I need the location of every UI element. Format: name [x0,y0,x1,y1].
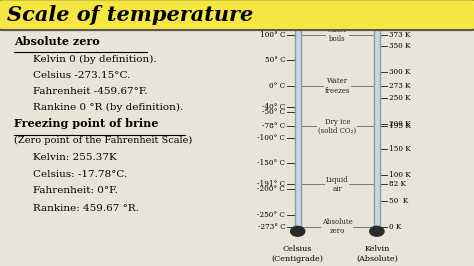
Text: 300 K: 300 K [389,68,410,76]
Text: Kelvin 0 (by definition).: Kelvin 0 (by definition). [33,55,157,64]
Text: Scale of temperature: Scale of temperature [7,5,254,25]
Text: 0 K: 0 K [389,223,401,231]
Bar [374,28,380,226]
Text: Absolute
zero: Absolute zero [322,218,353,235]
Text: 50° C: 50° C [264,56,285,64]
Text: 373 K: 373 K [389,31,410,39]
Text: Dry ice
(solid CO₂): Dry ice (solid CO₂) [318,118,356,135]
Text: 0° C: 0° C [269,82,285,90]
Text: -40° C: -40° C [262,103,285,111]
Text: 50  K: 50 K [389,197,409,205]
FancyBboxPatch shape [295,226,301,231]
FancyBboxPatch shape [0,0,474,30]
Text: -200° C: -200° C [257,185,285,193]
Text: Water
freezes: Water freezes [325,77,350,95]
Text: 100 K: 100 K [389,171,411,179]
Bar [295,28,301,226]
Text: Liquid
air: Liquid air [326,176,348,193]
Text: Fahrenheit: 0°F.: Fahrenheit: 0°F. [33,186,118,196]
Text: Absolute zero: Absolute zero [14,36,100,47]
Text: 400 K: 400 K [389,17,411,25]
Text: Fahrenheit -459.67°F.: Fahrenheit -459.67°F. [33,87,148,96]
Text: -191° C: -191° C [257,180,285,188]
Text: Freezing point of brine: Freezing point of brine [14,118,159,129]
Text: 350 K: 350 K [389,43,410,51]
Text: -78° C: -78° C [262,122,285,130]
Text: (Zero point of the Fahrenheit Scale): (Zero point of the Fahrenheit Scale) [14,136,192,145]
Text: Rankine 0 °R (by definition).: Rankine 0 °R (by definition). [33,103,183,112]
Text: -150° C: -150° C [257,159,285,167]
Text: -273° C: -273° C [257,223,285,231]
Text: Celsius -273.15°C.: Celsius -273.15°C. [33,71,130,80]
Text: 100° C: 100° C [260,31,285,39]
FancyBboxPatch shape [374,226,380,231]
Text: 195 K: 195 K [389,122,411,130]
Text: Celsius
(Centigrade): Celsius (Centigrade) [272,246,324,263]
Text: -50° C: -50° C [262,108,285,116]
Text: -100° C: -100° C [257,134,285,142]
Text: -250° C: -250° C [257,211,285,219]
Text: Water
boils: Water boils [327,26,348,43]
Text: 82 K: 82 K [389,181,406,189]
Text: 273 K: 273 K [389,82,410,90]
Text: Rankine: 459.67 °R.: Rankine: 459.67 °R. [33,203,139,213]
Text: Kelvin
(Absolute): Kelvin (Absolute) [356,246,398,263]
Text: 150 K: 150 K [389,146,411,153]
Ellipse shape [370,226,384,236]
Text: 250 K: 250 K [389,94,411,102]
Text: 200 K: 200 K [389,120,411,128]
Ellipse shape [291,226,305,236]
Text: Kelvin: 255.37K: Kelvin: 255.37K [33,153,117,162]
Text: Celsius: -17.78°C.: Celsius: -17.78°C. [33,170,128,179]
